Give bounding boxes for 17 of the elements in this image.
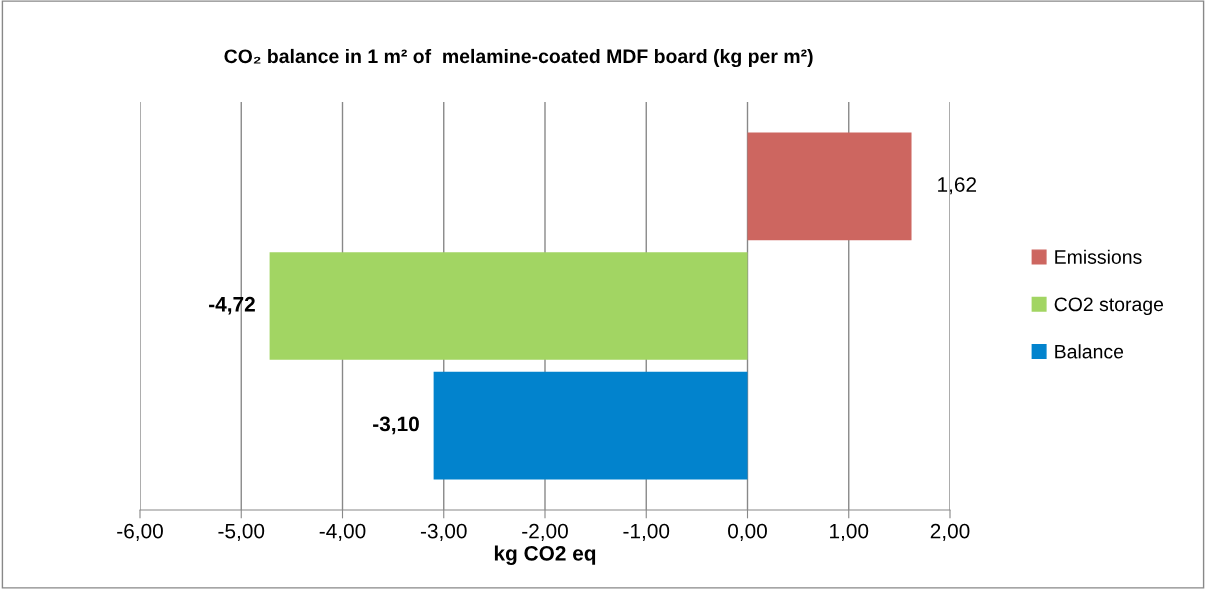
legend-label: Balance xyxy=(1055,344,1124,359)
x-axis-title: kg CO2 eq xyxy=(494,545,596,565)
data-label: -3,10 xyxy=(373,416,419,435)
x-tick-label: 2,00 xyxy=(930,523,970,541)
data-label: 1,62 xyxy=(938,177,977,195)
x-tick-label: -1,00 xyxy=(623,523,670,541)
x-tick-label: 1,00 xyxy=(830,523,869,541)
x-tick-label: 0,00 xyxy=(728,523,767,541)
x-tick-label: -4,00 xyxy=(319,523,366,541)
x-tick-label: -5,00 xyxy=(218,523,265,541)
data-label: -4,72 xyxy=(209,296,255,315)
x-tick-label: -2,00 xyxy=(522,523,568,541)
chart-title: CO₂ balance in 1 m² of melamine-coated MDF board (kg per m²) xyxy=(224,48,813,68)
legend-label: Emissions xyxy=(1055,249,1142,264)
legend-label: CO2 storage xyxy=(1054,297,1164,316)
x-tick-label: -6,00 xyxy=(117,523,163,541)
x-tick-label: -3,00 xyxy=(420,523,467,541)
